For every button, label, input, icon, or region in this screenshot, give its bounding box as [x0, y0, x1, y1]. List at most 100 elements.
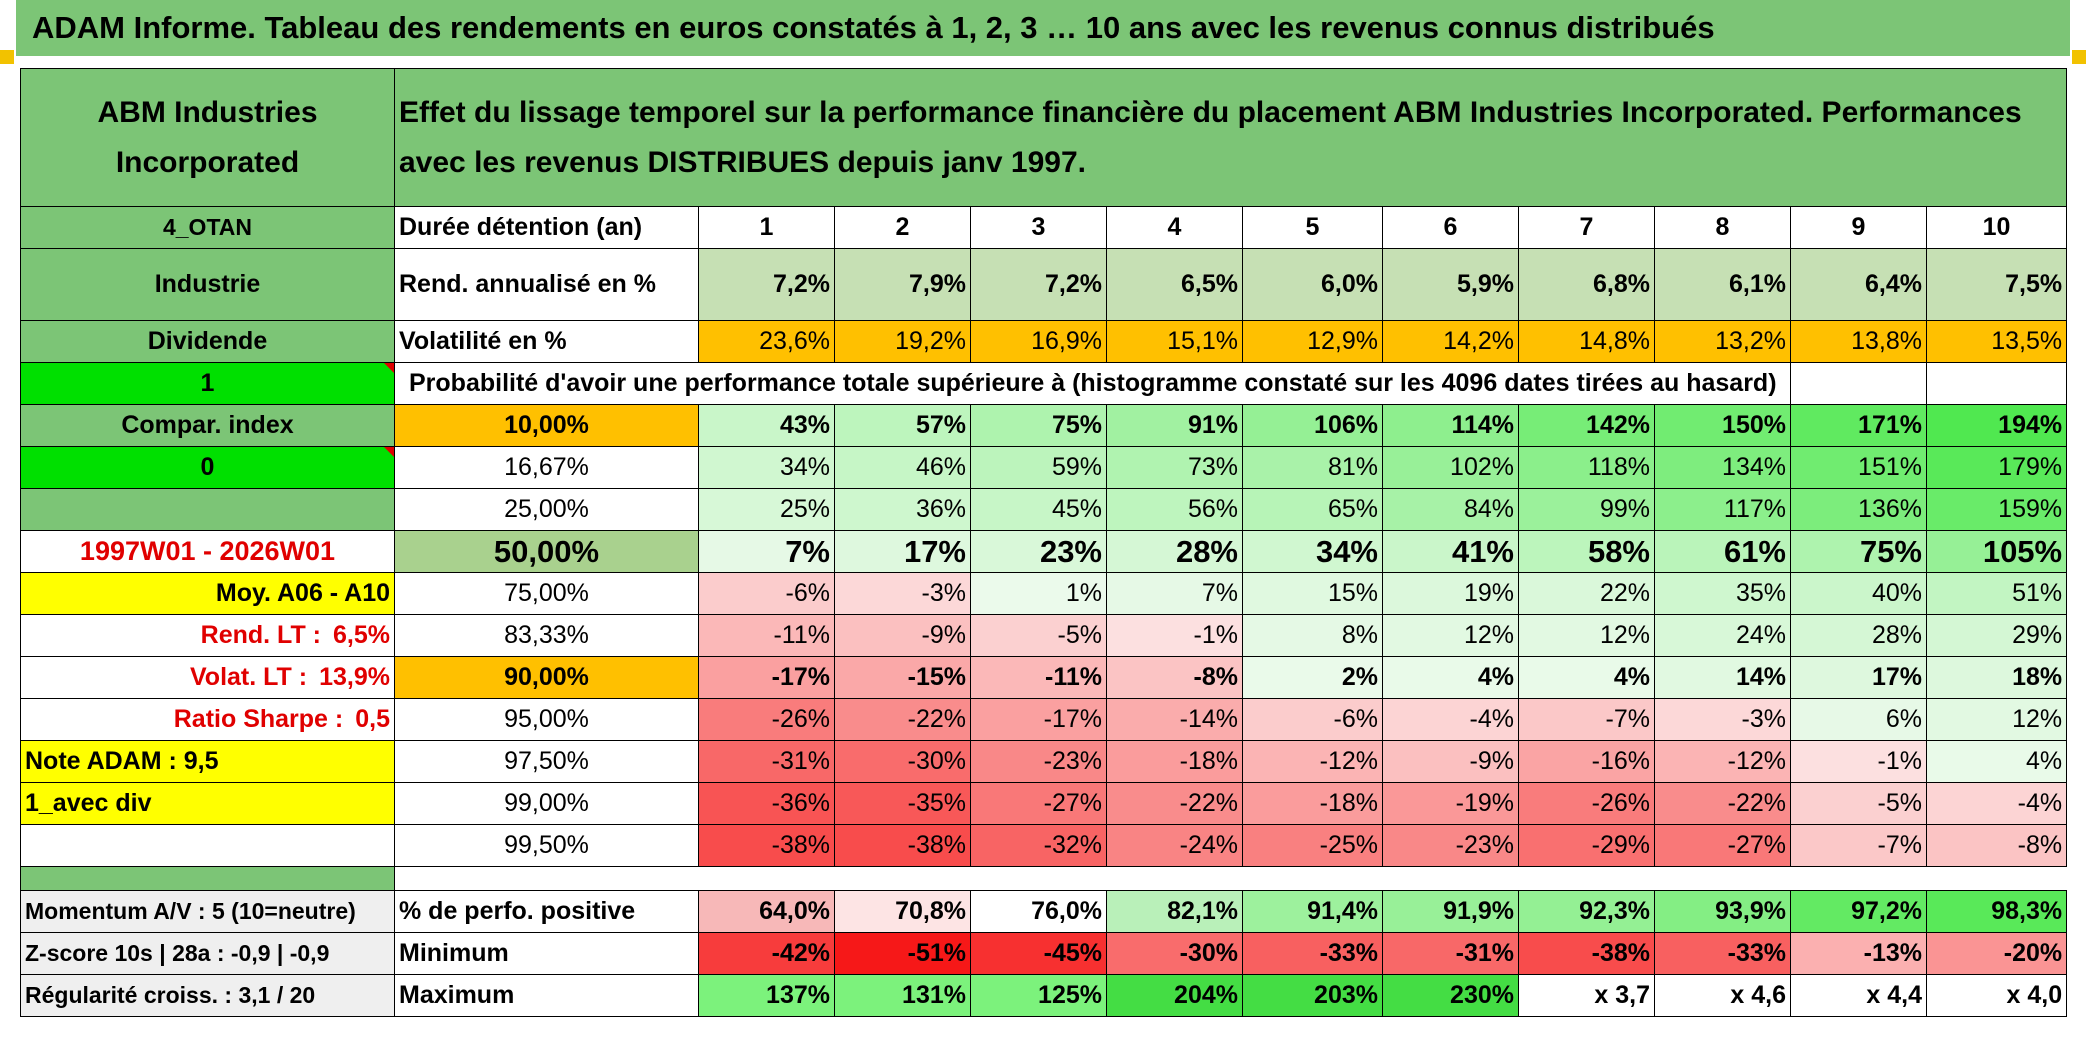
probability-cell[interactable]: -3% — [1654, 698, 1791, 741]
probability-cell[interactable]: 46% — [834, 446, 971, 489]
duration-label[interactable]: Durée détention (an) — [394, 206, 699, 249]
positive-perf-cell[interactable]: 91,9% — [1382, 890, 1519, 933]
probability-cell[interactable]: 51% — [1925, 572, 2068, 615]
probability-title[interactable]: Probabilité d'avoir une performance tota… — [394, 362, 1791, 405]
annual-return-label[interactable]: Rend. annualisé en % — [394, 248, 699, 321]
asset-code[interactable]: 4_OTAN — [20, 206, 395, 249]
probability-cell[interactable]: 142% — [1518, 404, 1655, 447]
probability-cell[interactable]: -5% — [1790, 782, 1927, 825]
probability-cell[interactable]: -23% — [1382, 824, 1519, 867]
probability-cell[interactable]: 151% — [1790, 446, 1927, 489]
minimum-cell[interactable]: -13% — [1790, 932, 1927, 975]
probability-cell[interactable]: 159% — [1925, 488, 2068, 531]
positive-perf-label[interactable]: % de perfo. positive — [394, 890, 699, 933]
probability-cell[interactable]: 24% — [1654, 614, 1791, 657]
probability-cell[interactable]: 14% — [1654, 656, 1791, 699]
probability-cell[interactable]: 28% — [1106, 530, 1243, 573]
year-header[interactable]: 3 — [970, 206, 1107, 249]
probability-cell[interactable]: 35% — [1654, 572, 1791, 615]
probability-cell[interactable]: 84% — [1382, 488, 1519, 531]
year-header[interactable]: 9 — [1790, 206, 1927, 249]
period-label[interactable]: 1997W01 - 2026W01 — [20, 530, 395, 573]
probability-threshold[interactable]: 97,50% — [394, 740, 699, 783]
probability-cell[interactable]: 12% — [1382, 614, 1519, 657]
probability-threshold[interactable]: 50,00% — [394, 530, 699, 573]
minimum-cell[interactable]: -45% — [970, 932, 1107, 975]
probability-cell[interactable]: -25% — [1242, 824, 1383, 867]
probability-threshold[interactable]: 99,00% — [394, 782, 699, 825]
sharpe-ratio[interactable]: Ratio Sharpe : 0,5 — [20, 698, 395, 741]
average-label[interactable]: Moy. A06 - A10 — [20, 572, 395, 615]
annual-return-cell[interactable]: 7,2% — [970, 248, 1107, 321]
year-header[interactable]: 8 — [1654, 206, 1791, 249]
year-header[interactable]: 5 — [1242, 206, 1383, 249]
positive-perf-cell[interactable]: 64,0% — [698, 890, 835, 933]
probability-cell[interactable]: 4% — [1382, 656, 1519, 699]
empty-cell[interactable] — [20, 488, 395, 531]
probability-cell[interactable]: -32% — [970, 824, 1107, 867]
minimum-cell[interactable]: -33% — [1654, 932, 1791, 975]
probability-threshold[interactable]: 90,00% — [394, 656, 699, 699]
probability-cell[interactable]: 41% — [1382, 530, 1519, 573]
probability-cell[interactable]: 34% — [698, 446, 835, 489]
probability-cell[interactable]: 61% — [1654, 530, 1791, 573]
probability-cell[interactable]: 4% — [1925, 740, 2068, 783]
probability-cell[interactable]: 2% — [1242, 656, 1383, 699]
probability-cell[interactable]: -14% — [1106, 698, 1243, 741]
probability-cell[interactable]: -12% — [1654, 740, 1791, 783]
probability-threshold[interactable]: 16,67% — [394, 446, 699, 489]
probability-cell[interactable]: -35% — [834, 782, 971, 825]
probability-cell[interactable]: 23% — [970, 530, 1107, 573]
probability-cell[interactable]: 28% — [1790, 614, 1927, 657]
probability-cell[interactable]: -38% — [698, 824, 835, 867]
positive-perf-cell[interactable]: 93,9% — [1654, 890, 1791, 933]
probability-cell[interactable]: 91% — [1106, 404, 1243, 447]
probability-cell[interactable]: 7% — [1106, 572, 1243, 615]
probability-cell[interactable]: 99% — [1518, 488, 1655, 531]
probability-cell[interactable]: 4% — [1518, 656, 1655, 699]
probability-cell[interactable]: 17% — [834, 530, 971, 573]
probability-cell[interactable]: 22% — [1518, 572, 1655, 615]
volatility-cell[interactable]: 19,2% — [834, 320, 971, 363]
volatility-cell[interactable]: 14,2% — [1382, 320, 1519, 363]
dividend-mode[interactable]: 1_avec div — [20, 782, 395, 825]
maximum-cell[interactable]: x 4,0 — [1925, 974, 2068, 1017]
volatility-cell[interactable]: 13,2% — [1654, 320, 1791, 363]
flag-zero-cell[interactable]: 0 — [20, 446, 395, 489]
probability-cell[interactable]: 34% — [1242, 530, 1383, 573]
probability-cell[interactable]: -15% — [834, 656, 971, 699]
probability-cell[interactable]: -7% — [1518, 698, 1655, 741]
year-header[interactable]: 2 — [834, 206, 971, 249]
volatility-cell[interactable]: 13,8% — [1790, 320, 1927, 363]
empty-cell[interactable] — [1925, 362, 2068, 405]
probability-cell[interactable]: 118% — [1518, 446, 1655, 489]
regularity-label[interactable]: Régularité croiss. : 3,1 / 20 — [20, 974, 395, 1017]
probability-cell[interactable]: -17% — [698, 656, 835, 699]
probability-cell[interactable]: 12% — [1925, 698, 2068, 741]
annual-return-cell[interactable]: 6,8% — [1518, 248, 1655, 321]
volatility-cell[interactable]: 16,9% — [970, 320, 1107, 363]
maximum-cell[interactable]: 204% — [1106, 974, 1243, 1017]
annual-return-cell[interactable]: 7,5% — [1925, 248, 2068, 321]
volatility-cell[interactable]: 14,8% — [1518, 320, 1655, 363]
annual-return-cell[interactable]: 7,9% — [834, 248, 971, 321]
probability-cell[interactable]: 45% — [970, 488, 1107, 531]
probability-cell[interactable]: 105% — [1925, 530, 2068, 573]
probability-threshold[interactable]: 75,00% — [394, 572, 699, 615]
positive-perf-cell[interactable]: 76,0% — [970, 890, 1107, 933]
year-header[interactable]: 4 — [1106, 206, 1243, 249]
probability-cell[interactable]: -1% — [1790, 740, 1927, 783]
probability-cell[interactable]: -11% — [970, 656, 1107, 699]
probability-cell[interactable]: 15% — [1242, 572, 1383, 615]
probability-cell[interactable]: -26% — [698, 698, 835, 741]
probability-cell[interactable]: -27% — [1654, 824, 1791, 867]
probability-cell[interactable]: -18% — [1242, 782, 1383, 825]
momentum-label[interactable]: Momentum A/V : 5 (10=neutre) — [20, 890, 395, 933]
volatility-cell[interactable]: 12,9% — [1242, 320, 1383, 363]
probability-cell[interactable]: -9% — [834, 614, 971, 657]
probability-cell[interactable]: 179% — [1925, 446, 2068, 489]
probability-cell[interactable]: 8% — [1242, 614, 1383, 657]
probability-cell[interactable]: 75% — [1790, 530, 1927, 573]
probability-cell[interactable]: 117% — [1654, 488, 1791, 531]
probability-threshold[interactable]: 83,33% — [394, 614, 699, 657]
